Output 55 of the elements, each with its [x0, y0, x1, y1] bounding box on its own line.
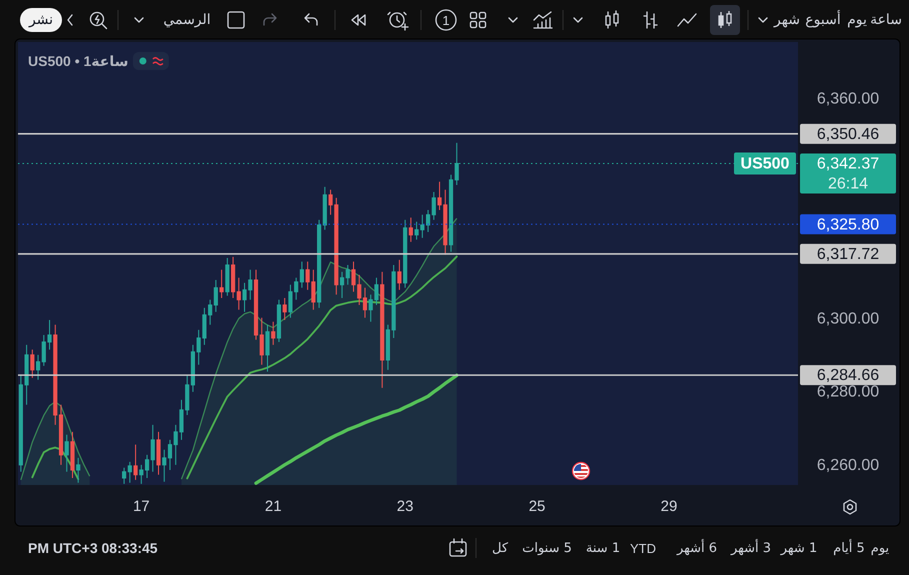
candlestick — [76, 457, 80, 484]
text: US500 • 1ساعة — [28, 53, 128, 69]
y-tick-label: 6,280.00 — [816, 384, 880, 401]
x-tick-label: 25 — [528, 498, 546, 514]
candlestick — [220, 269, 224, 298]
text: كل — [492, 540, 509, 556]
text: PM UTC+3 08:33:45 — [28, 540, 158, 556]
candlestick — [271, 321, 276, 346]
text: YTD — [630, 540, 656, 556]
annotation: US500 — [740, 154, 790, 172]
x-tick-label: 23 — [396, 498, 414, 514]
text: 5 سنوات — [522, 540, 572, 556]
ref-line-label: 6,284.66 — [816, 366, 880, 384]
candlestick — [128, 461, 132, 484]
candlestick — [380, 271, 384, 388]
candlestick — [214, 280, 218, 312]
text: 1 — [442, 12, 450, 28]
y-tick-label: 6,300.00 — [816, 310, 880, 328]
candlestick — [397, 259, 402, 290]
candlestick — [64, 434, 69, 472]
candlestick — [133, 444, 138, 480]
candlestick — [225, 258, 230, 296]
text: يوم — [870, 540, 890, 556]
text: الرسمي — [163, 12, 211, 28]
ref-line-label: 6,317.72 — [816, 245, 880, 262]
candlestick — [265, 324, 270, 372]
candlestick — [122, 467, 126, 484]
ref-line-label: 6,342.37 26:14 — [816, 154, 880, 192]
candlestick — [70, 431, 75, 479]
candlestick — [300, 261, 304, 288]
candlestick — [282, 297, 287, 320]
candlestick — [306, 261, 310, 290]
y-tick-label: 6,360.00 — [816, 90, 880, 108]
candlestick — [408, 217, 413, 242]
text: 1 سنة — [586, 540, 620, 556]
text: 5 أيام — [833, 538, 865, 556]
y-tick-label: 6,260.00 — [816, 457, 880, 474]
text: 1 شهر — [780, 540, 818, 556]
text: ساعة — [870, 12, 902, 28]
ref-line-label: 6,350.46 — [816, 125, 880, 142]
x-tick-label: 21 — [264, 498, 282, 514]
candlestick — [156, 431, 161, 476]
candlestick — [311, 269, 316, 310]
text: شهر — [773, 12, 800, 28]
x-tick-label: 17 — [132, 498, 150, 514]
candlestick — [414, 221, 419, 240]
text: 3 أشهر — [730, 538, 772, 556]
candlestick — [30, 349, 34, 378]
ref-line-label: 6,325.80 — [816, 216, 880, 233]
text: أسبوع — [805, 10, 841, 28]
line-series — [254, 374, 458, 485]
x-tick-label: 29 — [660, 498, 678, 514]
text: 6 أشهر — [676, 538, 718, 556]
text: يوم — [847, 12, 867, 28]
candlestick — [322, 186, 327, 230]
